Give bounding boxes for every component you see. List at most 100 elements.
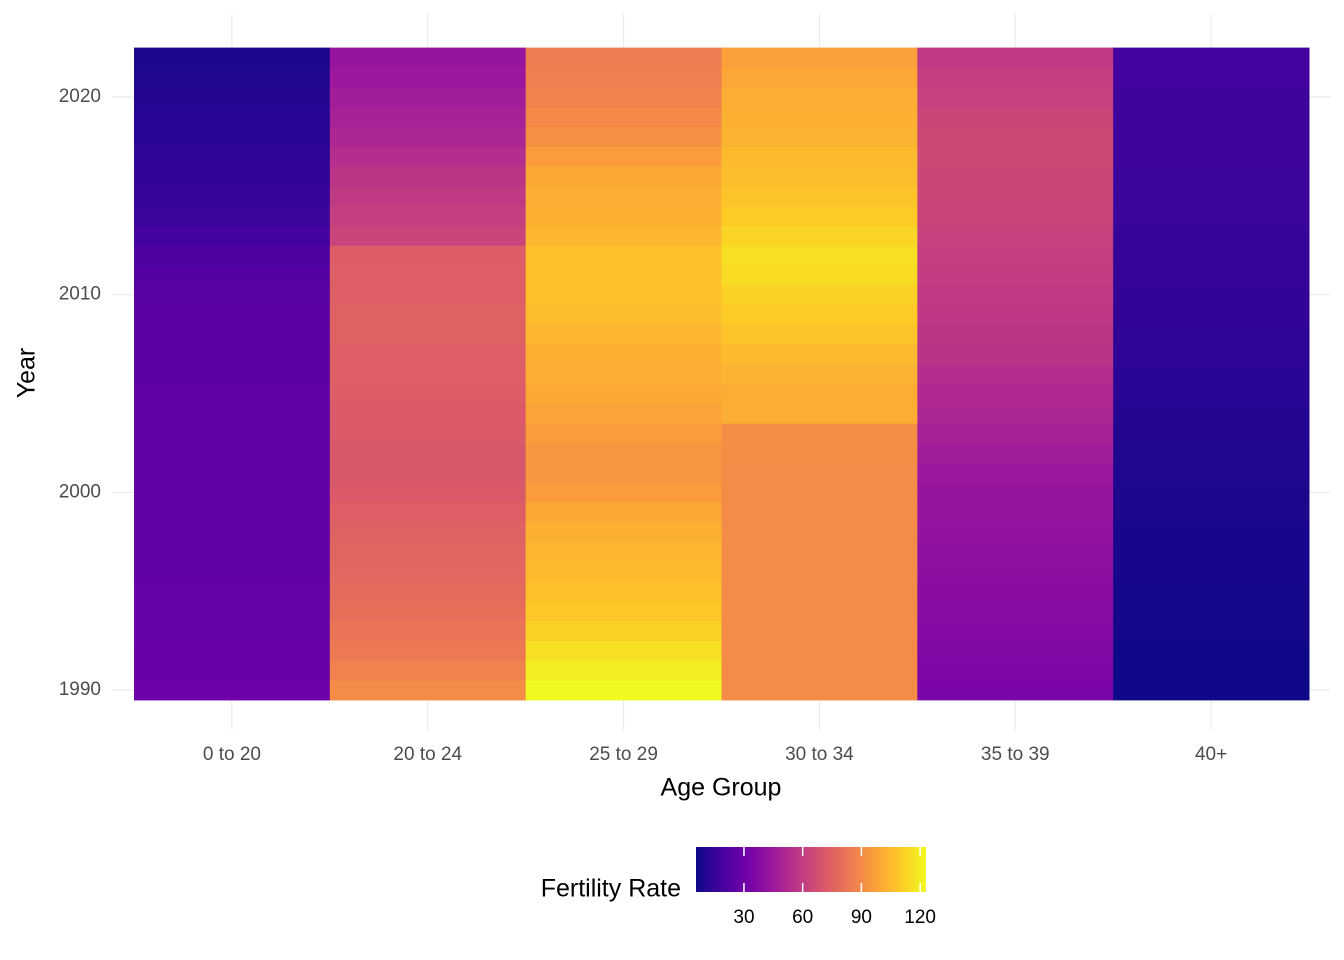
tile — [721, 284, 918, 306]
tile — [134, 660, 331, 681]
tile — [1113, 660, 1310, 681]
tile — [1113, 265, 1310, 286]
tile — [917, 482, 1114, 503]
tile — [721, 423, 918, 444]
tile — [721, 126, 918, 147]
x-axis-label: Age Group — [661, 774, 782, 802]
tile — [134, 225, 331, 246]
tile — [721, 185, 918, 207]
tile — [1113, 522, 1310, 543]
tile — [1113, 126, 1310, 147]
tile — [917, 126, 1114, 147]
tile — [329, 541, 527, 563]
tile — [721, 304, 918, 325]
tile — [329, 245, 527, 266]
tile — [1113, 47, 1310, 68]
tile — [329, 185, 527, 207]
tile — [329, 442, 527, 464]
y-tick-label: 2010 — [59, 284, 101, 305]
tile — [525, 522, 722, 543]
tile — [1113, 225, 1310, 246]
tile — [917, 502, 1114, 523]
tile — [134, 87, 331, 108]
tile — [525, 383, 722, 404]
tile — [1113, 541, 1310, 563]
tile — [917, 304, 1114, 325]
tile — [917, 561, 1114, 582]
tile — [917, 245, 1114, 266]
tile — [134, 423, 331, 444]
tile — [329, 67, 527, 88]
tile — [134, 245, 331, 266]
tile — [1113, 205, 1310, 226]
x-tick-label: 35 to 39 — [981, 744, 1050, 765]
x-tick-label: 30 to 34 — [785, 744, 854, 765]
tile — [1113, 284, 1310, 306]
x-tick-label: 0 to 20 — [203, 744, 261, 765]
tile — [329, 304, 527, 325]
tile — [1113, 462, 1310, 483]
tile — [525, 363, 722, 385]
tile — [329, 383, 527, 404]
tile — [134, 541, 331, 563]
tile — [525, 423, 722, 444]
tile — [525, 502, 722, 523]
tile — [525, 581, 722, 602]
tile — [329, 126, 527, 147]
tile — [917, 660, 1114, 681]
tile — [917, 601, 1114, 622]
legend-tick-label: 120 — [904, 907, 936, 928]
tile — [1113, 680, 1310, 701]
tile — [525, 482, 722, 503]
tile — [134, 363, 331, 385]
tile — [721, 660, 918, 681]
tile — [525, 225, 722, 246]
tile — [525, 561, 722, 582]
tile — [329, 581, 527, 602]
tile — [721, 482, 918, 503]
tile — [1113, 166, 1310, 187]
tile — [721, 265, 918, 286]
legend-title: Fertility Rate — [541, 875, 681, 903]
tile — [525, 284, 722, 306]
tile — [917, 462, 1114, 483]
tile — [329, 482, 527, 503]
tile — [917, 185, 1114, 207]
tile — [721, 620, 918, 642]
tile — [525, 344, 722, 365]
tile — [525, 166, 722, 187]
tile — [525, 462, 722, 483]
tile — [329, 502, 527, 523]
colorbar — [696, 847, 926, 892]
tile — [329, 205, 527, 226]
tile — [134, 166, 331, 187]
legend-tick-label: 30 — [733, 907, 754, 928]
tile — [134, 324, 331, 345]
tile — [329, 344, 527, 365]
x-tick-label: 40+ — [1195, 744, 1227, 765]
y-axis-label: Year — [13, 348, 41, 399]
legend-tick-label: 90 — [851, 907, 872, 928]
tile — [134, 403, 331, 424]
tile — [721, 680, 918, 701]
tile — [525, 245, 722, 266]
tile — [329, 620, 527, 642]
tile — [917, 423, 1114, 444]
tile — [1113, 67, 1310, 88]
tile — [917, 47, 1114, 68]
tile — [525, 403, 722, 424]
tile — [134, 47, 331, 68]
tile — [917, 522, 1114, 543]
tile — [917, 87, 1114, 108]
tile — [134, 205, 331, 226]
tile — [525, 304, 722, 325]
tile — [134, 561, 331, 582]
tiles — [134, 47, 1310, 701]
y-tick-label: 2000 — [59, 481, 101, 502]
tile — [1113, 146, 1310, 167]
tile — [329, 106, 527, 128]
tile — [917, 620, 1114, 642]
tile — [329, 166, 527, 187]
tile — [525, 146, 722, 167]
